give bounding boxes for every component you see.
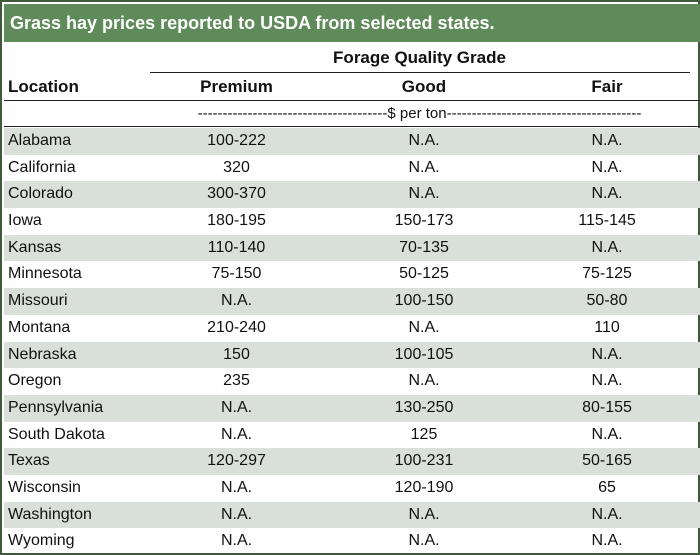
location-cell: South Dakota	[8, 425, 105, 443]
good-cell: 125	[410, 425, 438, 443]
table-row: Montana 210-240 N.A. 110	[4, 315, 700, 342]
fair-cell: N.A.	[591, 132, 623, 149]
good-cell: N.A.	[408, 132, 440, 149]
location-cell: Kansas	[8, 238, 62, 256]
good-cell: 50-125	[399, 265, 449, 283]
location-cell: Nebraska	[8, 345, 77, 363]
good-cell: 70-135	[399, 238, 449, 256]
table-title: Grass hay prices reported to USDA from s…	[4, 4, 700, 42]
location-cell: Iowa	[8, 212, 42, 230]
premium-header: Premium	[200, 77, 273, 96]
location-cell: Minnesota	[8, 265, 82, 283]
table-row: Alabama 100-222 N.A. N.A.	[4, 128, 700, 155]
location-cell: Oregon	[8, 372, 62, 390]
fair-cell: N.A.	[591, 505, 623, 523]
good-cell: N.A.	[408, 532, 440, 550]
fair-cell: 50-80	[586, 292, 628, 310]
good-cell: N.A.	[408, 158, 440, 176]
premium-cell: 235	[223, 372, 250, 390]
location-cell: Wisconsin	[8, 478, 81, 496]
fair-cell: 75-125	[582, 265, 632, 283]
premium-cell: 120-297	[207, 452, 266, 470]
good-cell: 100-231	[394, 452, 454, 470]
good-cell: N.A.	[408, 185, 440, 203]
premium-cell: 150	[223, 345, 250, 363]
fair-cell: N.A.	[591, 185, 623, 203]
good-cell: N.A.	[408, 318, 440, 336]
unit-label: --------------------------------------$ …	[197, 105, 642, 122]
table-row: Oregon 235 N.A. N.A.	[4, 368, 700, 395]
forage-quality-header: Forage Quality Grade	[333, 48, 506, 67]
table-body: Alabama 100-222 N.A. N.A. California 320 N.A. N…	[4, 128, 700, 555]
location-cell: Wyoming	[8, 532, 75, 550]
unit-rule	[4, 126, 700, 127]
location-cell: California	[8, 158, 76, 176]
table-row: Colorado 300-370 N.A. N.A.	[4, 181, 700, 209]
premium-cell: N.A.	[220, 292, 253, 310]
table-row: Kansas 110-140 70-135 N.A.	[4, 234, 700, 262]
good-cell: 130-250	[394, 398, 454, 416]
table-row: Wisconsin N.A. 120-190 65	[4, 475, 700, 502]
good-cell: 100-150	[394, 292, 454, 310]
fair-cell: 115-145	[578, 212, 636, 230]
good-header: Good	[401, 77, 447, 96]
fair-header: Fair	[591, 77, 623, 96]
table-row: Nebraska 150 100-105 N.A.	[4, 341, 700, 369]
premium-cell: 100-222	[207, 132, 266, 149]
premium-cell: N.A.	[220, 478, 253, 496]
fair-cell: N.A.	[591, 238, 623, 256]
premium-cell: 320	[223, 158, 250, 176]
location-cell: Missouri	[8, 292, 68, 310]
table-row: Texas 120-297 100-231 50-165	[4, 448, 700, 475]
good-cell: 120-190	[394, 478, 454, 496]
header-rule	[150, 72, 690, 73]
fair-cell: 50-165	[582, 452, 632, 470]
table-row: South Dakota N.A. 125 N.A.	[4, 422, 700, 449]
premium-cell: 180-195	[207, 212, 266, 230]
fair-cell: N.A.	[591, 158, 623, 176]
column-header-rule	[4, 100, 700, 101]
table-row: Pennsylvania N.A. 130-250 80-155	[4, 394, 700, 422]
fair-cell: N.A.	[591, 532, 623, 550]
premium-cell: N.A.	[220, 532, 253, 550]
table-row: Minnesota 75-150 50-125 75-125	[4, 261, 700, 288]
table-row: California 320 N.A. N.A.	[4, 155, 700, 182]
fair-cell: N.A.	[591, 425, 623, 443]
fair-cell: 65	[598, 478, 616, 496]
table-row: Washington N.A. N.A. N.A.	[4, 501, 700, 529]
good-cell: N.A.	[408, 372, 440, 390]
fair-cell: 110	[594, 318, 620, 336]
premium-cell: 300-370	[207, 185, 266, 203]
table-row: Wyoming N.A. N.A. N.A.	[4, 528, 700, 555]
location-cell: Colorado	[8, 185, 73, 203]
fair-cell: 80-155	[582, 398, 632, 416]
fair-cell: N.A.	[591, 345, 623, 363]
location-cell: Washington	[8, 505, 92, 523]
premium-cell: 210-240	[207, 318, 266, 336]
good-cell: 150-173	[394, 212, 454, 230]
premium-cell: N.A.	[220, 505, 253, 523]
location-header: Location	[8, 77, 79, 96]
location-cell: Texas	[8, 452, 50, 470]
premium-cell: 75-150	[211, 265, 262, 283]
good-cell: N.A.	[408, 505, 440, 523]
location-cell: Montana	[8, 318, 71, 336]
premium-cell: N.A.	[220, 398, 253, 416]
good-cell: 100-105	[394, 345, 454, 363]
table-row: Iowa 180-195 150-173 115-145	[4, 208, 700, 235]
location-cell: Pennsylvania	[8, 398, 104, 416]
premium-cell: 110-140	[207, 238, 266, 256]
location-cell: Alabama	[8, 132, 72, 149]
fair-cell: N.A.	[591, 372, 623, 390]
premium-cell: N.A.	[220, 425, 253, 443]
table-row: Missouri N.A. 100-150 50-80	[4, 288, 700, 315]
